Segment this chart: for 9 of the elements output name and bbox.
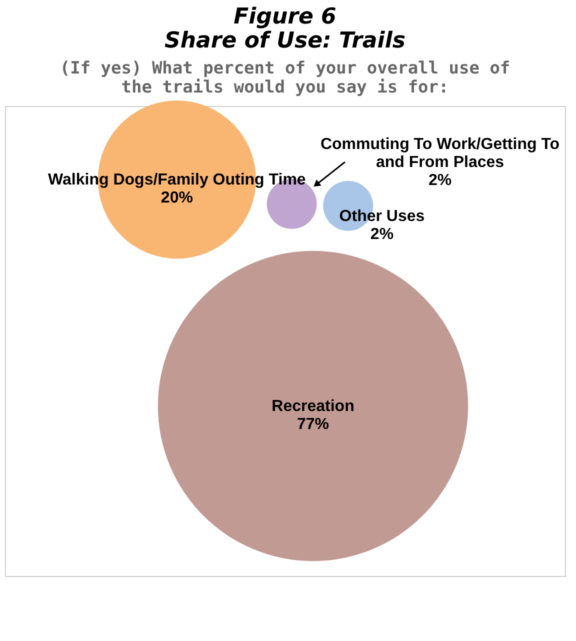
text: Figure 6 Share of Use: Trails xyxy=(164,4,406,54)
category-label: Other Uses xyxy=(339,208,425,225)
text: (If yes) What percent of your overall use of the trails would you say is for: xyxy=(60,58,510,98)
data-label: 2% xyxy=(428,172,452,189)
data-label: 20% xyxy=(160,190,193,207)
category-label: Recreation xyxy=(272,398,354,415)
data-label: 2% xyxy=(370,226,394,243)
data-label: 77% xyxy=(296,416,330,433)
category-label: Commuting To Work/Getting To and From Places xyxy=(320,136,560,171)
